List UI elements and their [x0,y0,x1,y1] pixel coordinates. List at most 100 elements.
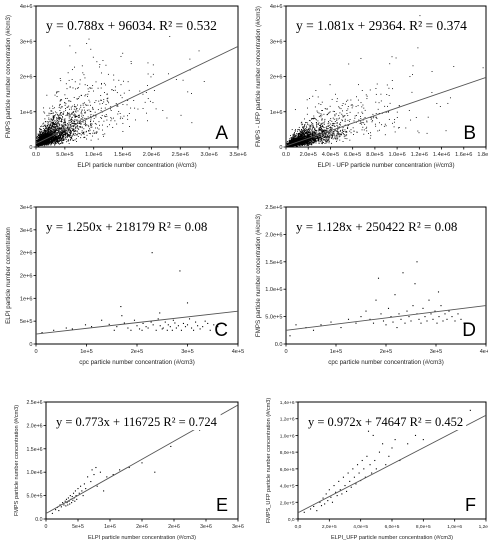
data-point [308,129,309,130]
data-point [75,130,77,132]
data-point [71,128,73,129]
data-point [61,142,63,144]
data-point [56,92,57,94]
data-point [313,131,315,133]
data-point [445,130,447,132]
data-point [95,131,97,133]
data-point [74,129,76,131]
data-point [83,131,85,133]
data-point [298,135,300,137]
data-point [90,117,92,119]
data-point [82,121,84,123]
data-point [42,138,44,140]
data-point [37,142,39,144]
data-point [334,137,336,139]
data-point [73,140,75,141]
data-point [43,140,44,141]
data-point [38,144,40,146]
data-point [368,133,369,134]
data-point [302,142,304,144]
data-point [48,141,50,143]
data-point [90,133,91,135]
data-point [325,126,327,128]
data-point [78,128,80,130]
data-point [54,140,55,142]
data-point [113,117,115,119]
data-point [87,95,88,97]
data-point [361,90,363,92]
data-point [67,139,69,141]
data-point [43,135,44,137]
data-point [307,131,309,133]
data-point [45,125,46,127]
data-point [122,122,124,124]
data-point [103,135,104,137]
data-point [331,127,333,129]
data-point [57,115,59,117]
data-point [322,132,324,133]
data-point [79,120,81,122]
data-point [42,137,44,139]
data-point [313,141,315,143]
data-point [289,141,291,143]
data-point [74,110,76,112]
data-point [61,138,63,140]
data-point [51,139,53,141]
data-point [42,134,44,136]
data-point [50,138,52,140]
data-point [304,140,306,142]
data-point [336,134,338,136]
data-point [68,128,70,130]
data-point [50,141,52,143]
data-point [331,125,333,127]
data-point [87,104,89,106]
data-point [107,100,109,102]
data-point [63,136,65,137]
data-point [75,127,77,129]
data-point [90,123,92,125]
data-point [309,142,311,144]
data-point [36,141,37,143]
data-point [337,127,339,128]
data-point [104,107,106,109]
data-point [59,130,60,132]
data-point [315,142,317,144]
data-point [44,121,46,122]
data-point [320,116,322,118]
data-point [37,145,39,147]
data-point [54,127,56,129]
data-point [339,135,341,137]
data-point [69,136,70,138]
data-point [40,143,42,144]
data-point [318,128,320,130]
data-point [46,129,48,131]
data-point [332,123,334,125]
data-point [320,125,321,127]
data-point [316,136,318,138]
data-point [53,118,55,120]
x-tick-label: 5.0e+5 [56,152,73,158]
data-point [56,141,58,143]
data-point [371,117,373,119]
data-point [318,136,320,138]
data-point [50,137,52,139]
data-point [105,103,107,105]
data-point [70,118,72,120]
data-point [62,138,64,140]
data-point [83,137,85,139]
data-point [61,125,63,127]
data-point [53,122,55,124]
data-point [327,108,328,110]
data-point [114,120,116,122]
data-point [311,124,313,126]
data-point [127,100,129,101]
data-point [73,115,75,117]
data-point [48,144,50,146]
data-point [49,125,51,127]
data-point [48,126,50,128]
data-point [55,122,56,124]
data-point [47,144,49,146]
data-point [87,116,89,118]
data-point [51,140,53,142]
data-point [50,120,52,122]
